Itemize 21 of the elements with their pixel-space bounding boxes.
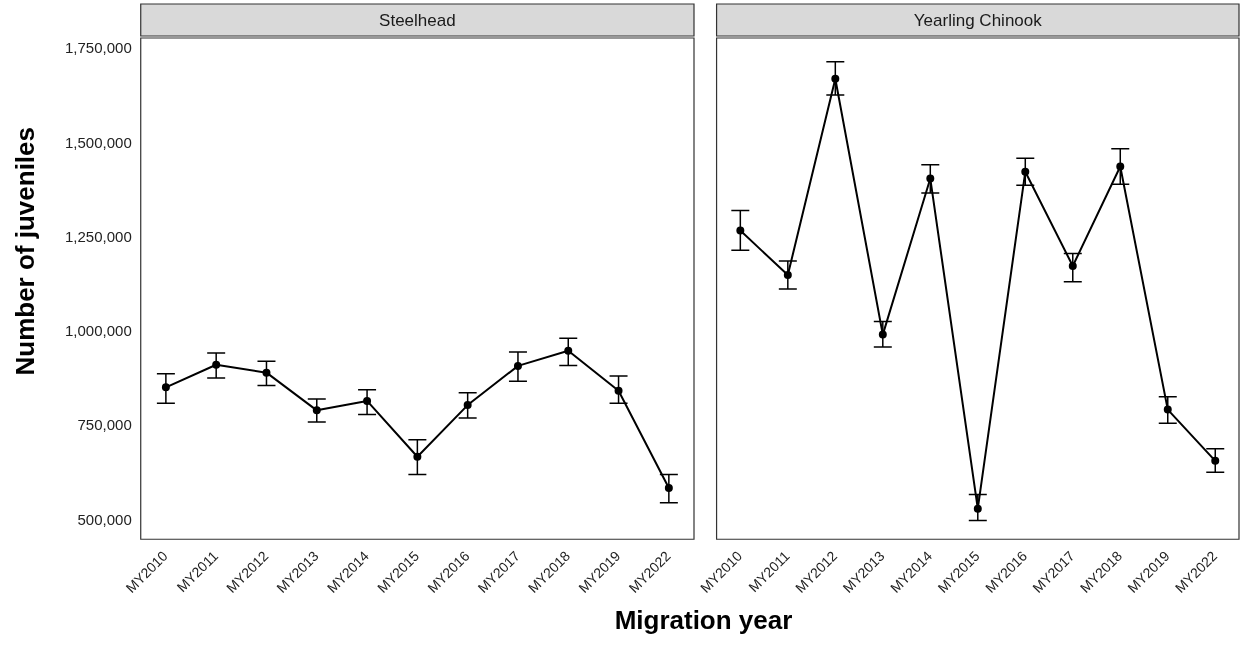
y-tick-label: 1,750,000 xyxy=(65,39,132,57)
y-tick-label: 750,000 xyxy=(77,416,132,434)
point xyxy=(831,74,840,83)
point xyxy=(413,452,422,461)
chart-title: Steelhead xyxy=(379,10,456,30)
y-tick-label: 1,500,000 xyxy=(65,133,132,151)
y-tick-label: 1,000,000 xyxy=(65,322,132,340)
y-tick-label: 1,250,000 xyxy=(65,227,132,245)
point xyxy=(1211,456,1220,465)
point xyxy=(926,174,935,183)
point xyxy=(262,368,271,377)
y-axis-title: Number of juveniles xyxy=(9,127,41,376)
point xyxy=(1116,162,1125,171)
x-axis-title: Migration year xyxy=(613,605,794,636)
y-tick-label: 500,000 xyxy=(77,510,132,528)
point xyxy=(1021,167,1030,176)
point xyxy=(614,386,623,395)
point xyxy=(463,401,472,410)
point xyxy=(736,226,745,235)
point xyxy=(564,346,573,355)
chart-title: Yearling Chinook xyxy=(913,10,1043,30)
